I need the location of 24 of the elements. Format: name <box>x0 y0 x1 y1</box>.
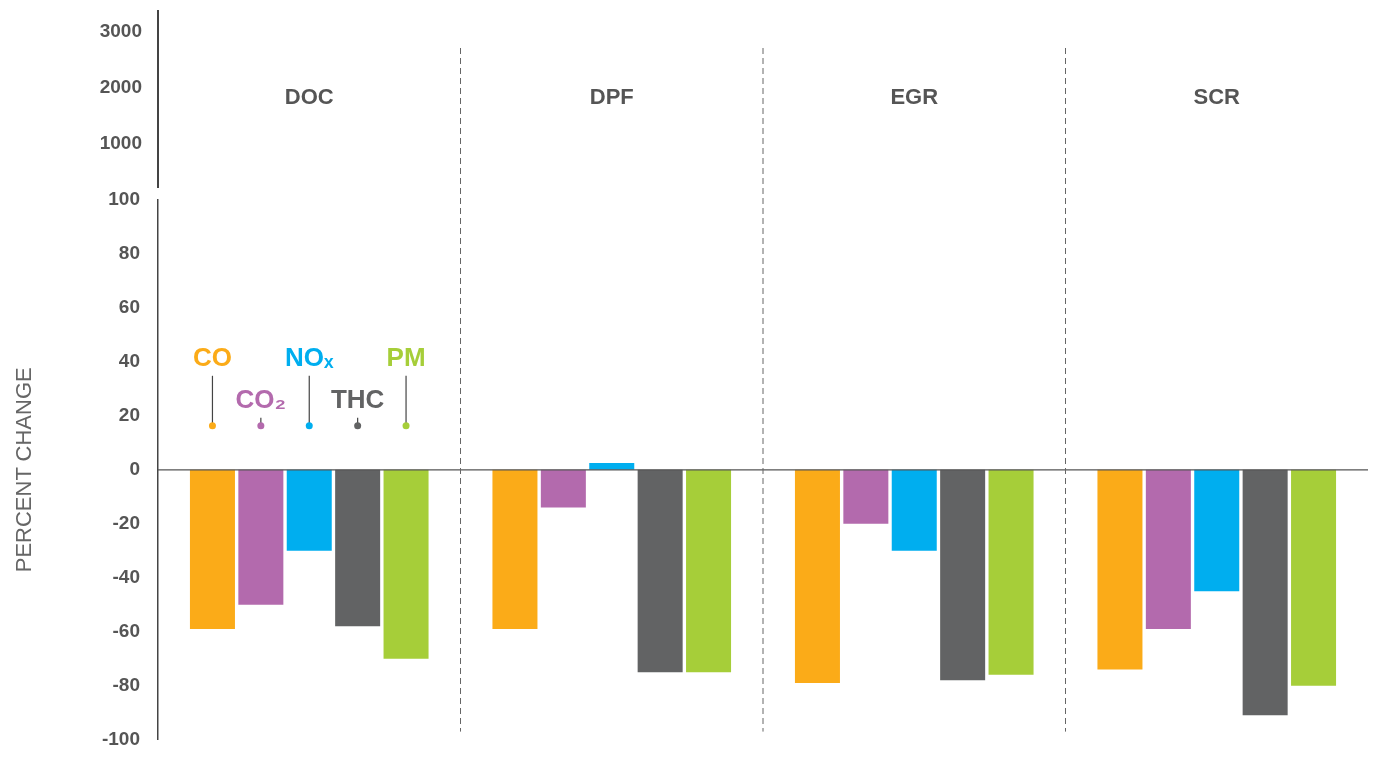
text: 1000 <box>99 132 142 154</box>
text: CO₂ <box>235 383 287 414</box>
y-tick-label: -100 <box>101 727 140 749</box>
y-tick-label: -40 <box>112 565 140 587</box>
y-tick-label: 0 <box>129 458 140 480</box>
x-tick-label: DOC <box>284 84 334 110</box>
text: PM <box>386 341 426 372</box>
text: 3000 <box>99 20 142 42</box>
x-tick-label: DPF <box>589 84 634 110</box>
text: THC <box>330 383 385 414</box>
y-axis-title: PERCENT CHANGE <box>11 367 37 573</box>
text: NOₓ <box>284 341 334 372</box>
y-tick-label: 80 <box>118 242 140 264</box>
y-tick-label: 60 <box>118 296 140 318</box>
text: 2000 <box>99 76 142 98</box>
x-tick-label: SCR <box>1193 84 1241 110</box>
y-tick-label: 20 <box>118 404 140 426</box>
y-tick-label: -20 <box>112 511 140 533</box>
text: CO <box>192 341 232 372</box>
y-tick-label: -60 <box>112 619 140 641</box>
x-tick-label: EGR <box>890 84 939 110</box>
y-tick-label: 40 <box>118 350 140 372</box>
y-tick-label: 100 <box>108 188 140 210</box>
y-tick-label: -80 <box>112 673 140 695</box>
